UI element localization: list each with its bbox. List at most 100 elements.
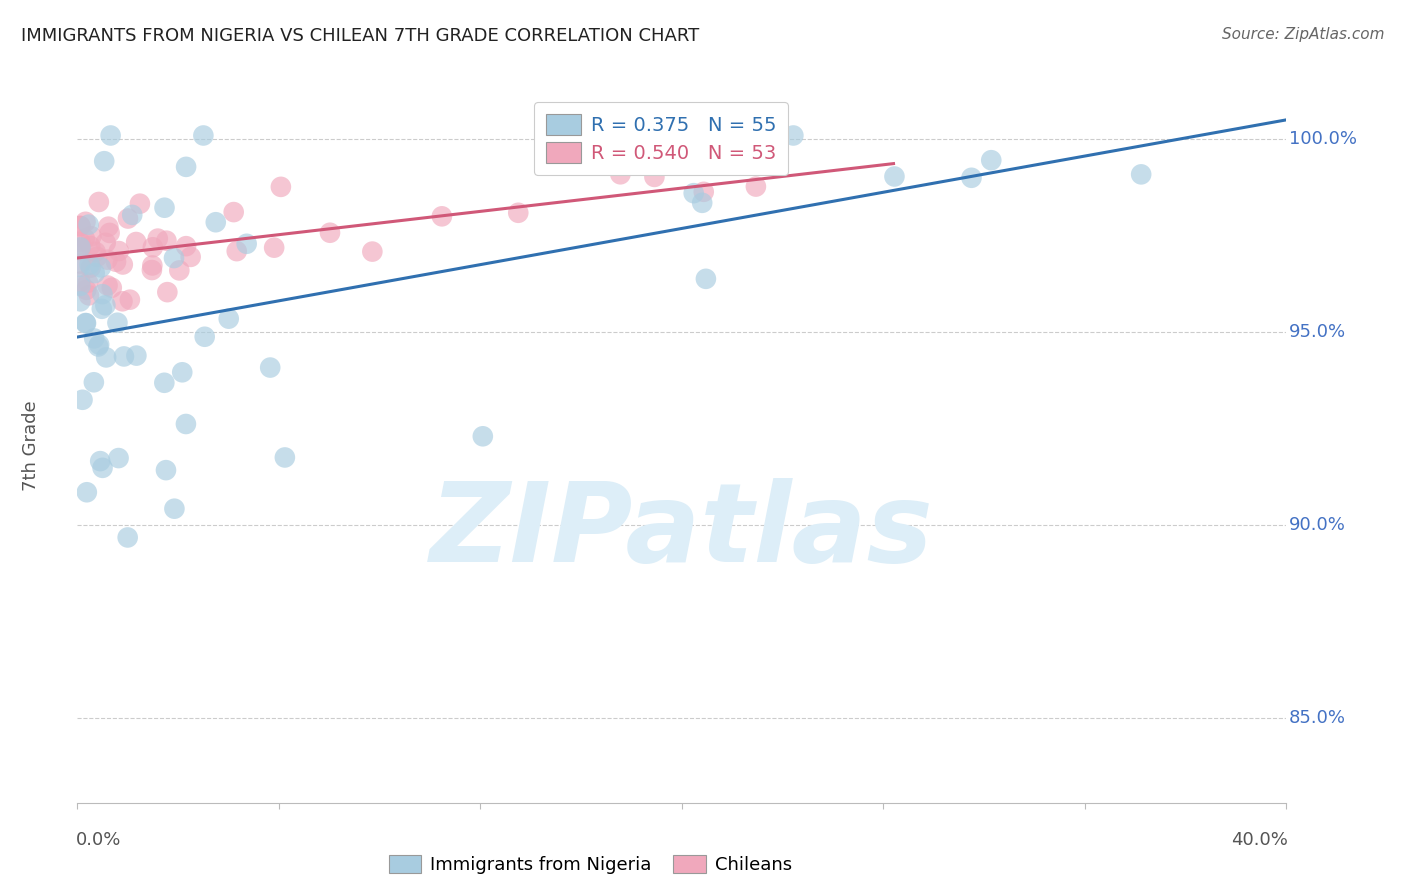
Point <box>194 330 217 344</box>
Point <box>225 244 247 259</box>
Point <box>193 128 215 143</box>
Point <box>87 339 110 353</box>
Point <box>508 206 530 220</box>
Point <box>107 316 129 330</box>
Point <box>96 252 118 267</box>
Point <box>108 244 131 258</box>
Point <box>83 376 105 390</box>
Point <box>75 316 97 330</box>
Point <box>174 160 197 174</box>
Point <box>163 251 186 265</box>
Point <box>96 351 118 365</box>
Point <box>172 365 194 379</box>
Point <box>90 260 112 275</box>
Point <box>117 531 139 545</box>
Text: 95.0%: 95.0% <box>1289 323 1346 342</box>
Point <box>235 236 257 251</box>
Text: Source: ZipAtlas.com: Source: ZipAtlas.com <box>1222 27 1385 42</box>
Point <box>75 283 97 297</box>
Point <box>77 218 100 232</box>
Point <box>125 235 148 249</box>
Point <box>270 179 292 194</box>
Point <box>471 429 494 443</box>
Point <box>218 311 240 326</box>
Point <box>141 259 163 273</box>
Point <box>111 294 134 309</box>
Point <box>980 153 1002 168</box>
Point <box>76 485 98 500</box>
Point <box>75 215 97 229</box>
Point <box>263 241 285 255</box>
Point <box>156 285 179 300</box>
Text: 90.0%: 90.0% <box>1289 516 1346 534</box>
Point <box>693 185 716 199</box>
Point <box>107 451 129 466</box>
Text: 100.0%: 100.0% <box>1289 130 1357 148</box>
Point <box>77 288 100 302</box>
Point <box>90 301 112 316</box>
Point <box>84 244 107 259</box>
Point <box>89 337 111 351</box>
Point <box>118 293 141 307</box>
Point <box>180 250 202 264</box>
Point <box>153 201 176 215</box>
Point <box>643 169 665 184</box>
Point <box>169 263 191 277</box>
Point <box>695 272 717 286</box>
Point <box>80 229 103 244</box>
Point <box>174 417 197 431</box>
Point <box>100 281 122 295</box>
Point <box>87 194 110 209</box>
Point <box>75 316 97 330</box>
Point <box>146 232 169 246</box>
Point <box>80 260 103 275</box>
Point <box>98 226 121 240</box>
Point <box>125 349 148 363</box>
Legend: R = 0.375   N = 55, R = 0.540   N = 53: R = 0.375 N = 55, R = 0.540 N = 53 <box>534 103 787 175</box>
Point <box>69 219 91 233</box>
Point <box>609 167 631 181</box>
Point <box>259 360 281 375</box>
Text: 40.0%: 40.0% <box>1230 831 1288 849</box>
Point <box>79 258 101 272</box>
Text: 0.0%: 0.0% <box>76 831 121 849</box>
Point <box>155 463 177 477</box>
Point <box>222 205 245 219</box>
Point <box>69 241 91 255</box>
Point <box>89 454 111 468</box>
Point <box>69 235 91 249</box>
Point <box>83 331 105 345</box>
Point <box>690 195 713 210</box>
Point <box>77 276 100 290</box>
Point <box>72 392 94 407</box>
Point <box>682 186 704 201</box>
Point <box>86 250 108 264</box>
Point <box>83 266 105 280</box>
Point <box>100 128 122 143</box>
Point <box>73 231 96 245</box>
Point <box>274 450 297 465</box>
Point <box>782 128 804 143</box>
Point <box>69 257 91 271</box>
Point <box>111 258 134 272</box>
Point <box>142 240 165 254</box>
Point <box>94 298 117 312</box>
Point <box>174 239 197 253</box>
Point <box>204 215 226 229</box>
Point <box>112 350 135 364</box>
Point <box>163 501 186 516</box>
Point <box>69 240 91 254</box>
Point <box>121 208 143 222</box>
Point <box>141 263 163 277</box>
Text: 7th Grade: 7th Grade <box>22 401 41 491</box>
Point <box>93 154 115 169</box>
Point <box>883 169 905 184</box>
Point <box>79 239 101 253</box>
Point <box>319 226 342 240</box>
Point <box>960 170 983 185</box>
Point <box>1130 167 1153 181</box>
Point <box>97 219 120 234</box>
Point <box>155 234 177 248</box>
Text: IMMIGRANTS FROM NIGERIA VS CHILEAN 7TH GRADE CORRELATION CHART: IMMIGRANTS FROM NIGERIA VS CHILEAN 7TH G… <box>21 27 699 45</box>
Legend: Immigrants from Nigeria, Chileans: Immigrants from Nigeria, Chileans <box>389 855 792 874</box>
